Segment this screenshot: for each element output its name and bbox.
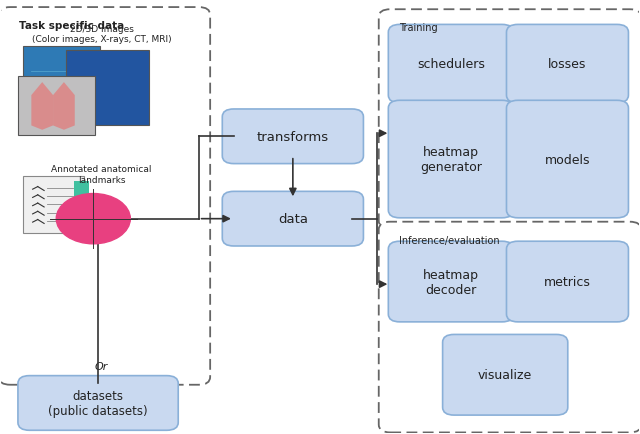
FancyBboxPatch shape xyxy=(18,376,178,430)
Text: Inference/evaluation: Inference/evaluation xyxy=(399,235,499,245)
Text: metrics: metrics xyxy=(544,276,591,288)
FancyBboxPatch shape xyxy=(379,222,640,432)
FancyBboxPatch shape xyxy=(506,25,628,104)
FancyBboxPatch shape xyxy=(0,8,210,385)
Text: models: models xyxy=(545,153,590,166)
FancyBboxPatch shape xyxy=(443,335,568,415)
Circle shape xyxy=(67,201,120,237)
FancyBboxPatch shape xyxy=(66,51,150,125)
Text: Annotated anatomical
landmarks: Annotated anatomical landmarks xyxy=(51,165,152,184)
Text: datasets
(public datasets): datasets (public datasets) xyxy=(48,389,148,417)
Circle shape xyxy=(84,213,102,225)
Text: transforms: transforms xyxy=(257,131,329,144)
Polygon shape xyxy=(53,83,75,131)
FancyBboxPatch shape xyxy=(506,101,628,218)
FancyBboxPatch shape xyxy=(23,47,100,117)
Text: losses: losses xyxy=(548,58,587,71)
Circle shape xyxy=(56,194,131,244)
Text: visualize: visualize xyxy=(478,368,532,381)
FancyBboxPatch shape xyxy=(388,101,513,218)
Polygon shape xyxy=(31,83,53,131)
FancyBboxPatch shape xyxy=(222,192,364,247)
Text: 2D/3D images
(Color images, X-rays, CT, MRI): 2D/3D images (Color images, X-rays, CT, … xyxy=(32,24,172,44)
Text: heatmap
decoder: heatmap decoder xyxy=(423,268,479,296)
Circle shape xyxy=(89,216,98,222)
FancyBboxPatch shape xyxy=(222,110,364,164)
FancyBboxPatch shape xyxy=(388,25,513,104)
Text: data: data xyxy=(278,213,308,226)
FancyBboxPatch shape xyxy=(74,181,90,229)
FancyBboxPatch shape xyxy=(506,242,628,322)
Text: heatmap
generator: heatmap generator xyxy=(420,146,482,174)
FancyBboxPatch shape xyxy=(388,242,513,322)
Text: Training: Training xyxy=(399,23,437,33)
Text: Task specific data: Task specific data xyxy=(19,21,124,31)
FancyBboxPatch shape xyxy=(18,77,95,136)
Text: schedulers: schedulers xyxy=(417,58,485,71)
Circle shape xyxy=(76,207,111,231)
FancyBboxPatch shape xyxy=(23,177,84,233)
FancyBboxPatch shape xyxy=(379,10,640,229)
Text: Or: Or xyxy=(95,361,108,371)
